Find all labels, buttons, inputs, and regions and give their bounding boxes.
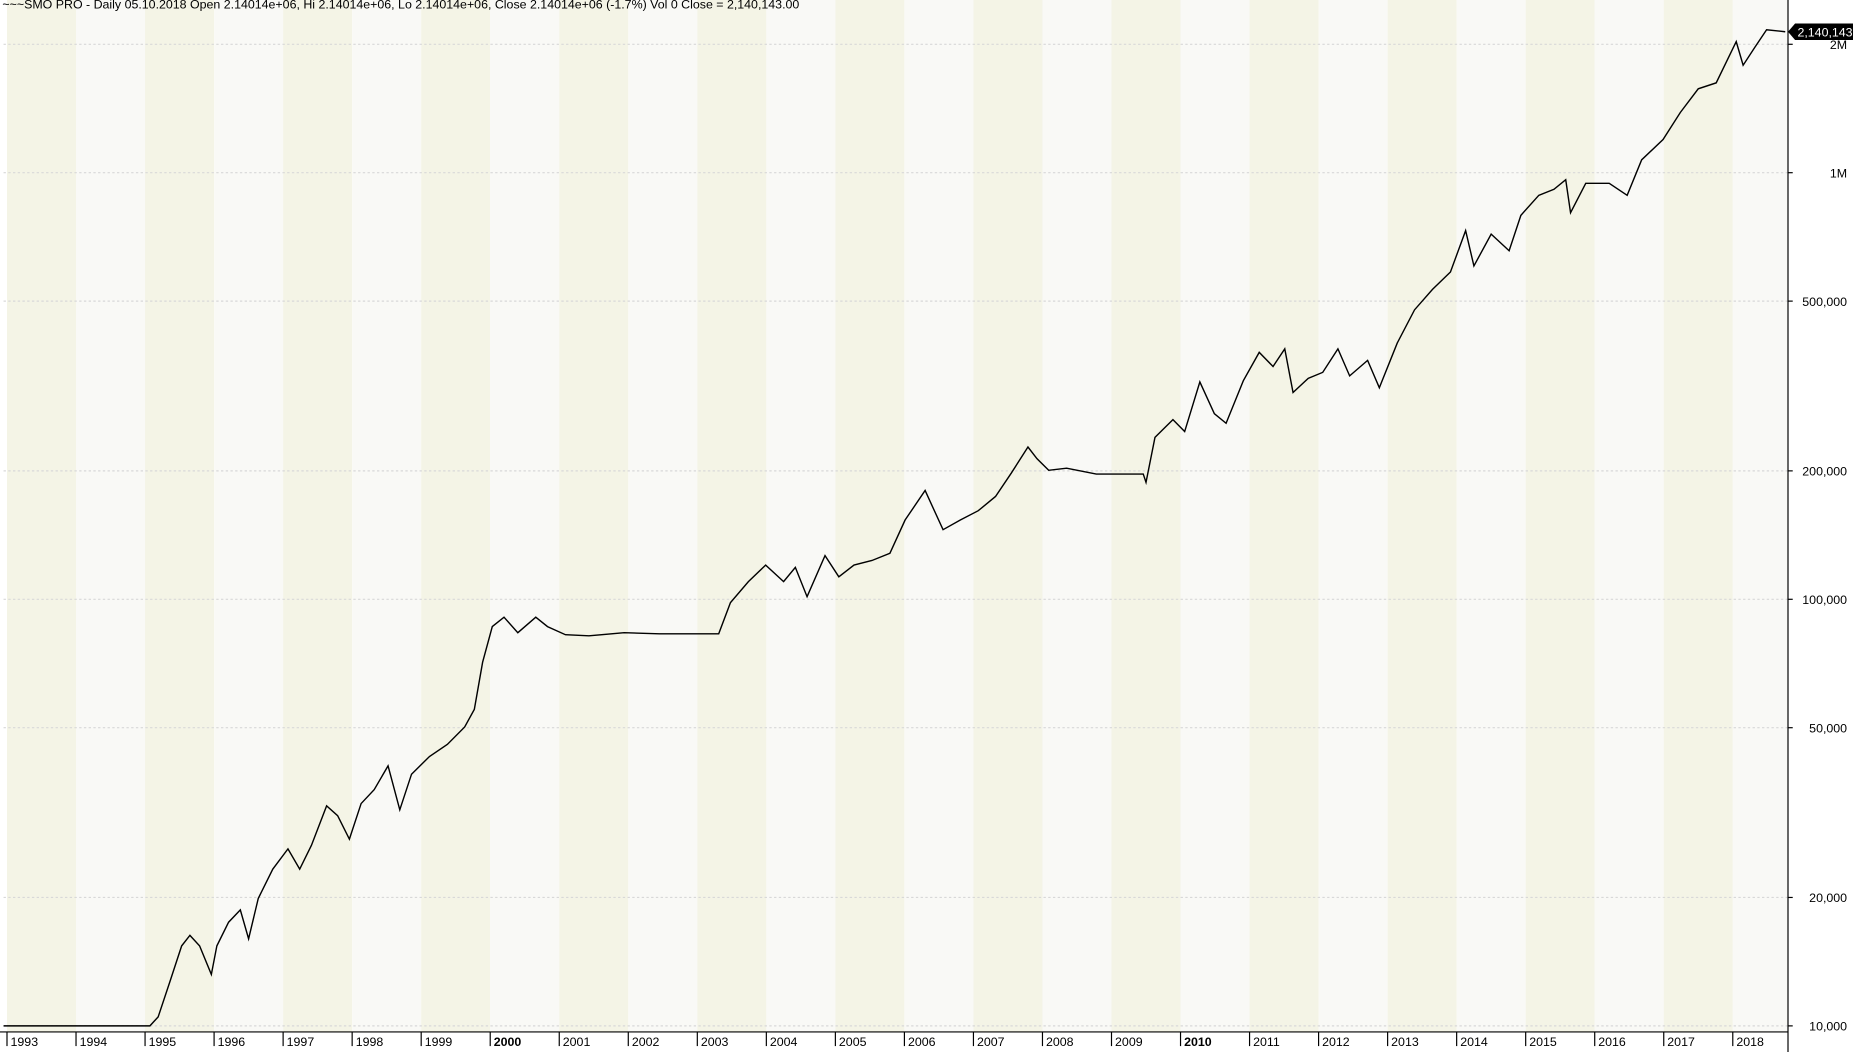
year-band	[1042, 0, 1112, 1032]
y-tick-label: 1M	[1830, 166, 1847, 180]
x-tick-label: 2018	[1736, 1035, 1764, 1049]
year-band	[1594, 0, 1664, 1032]
year-band	[145, 0, 215, 1032]
x-tick-label: 2004	[770, 1035, 798, 1049]
year-band	[1525, 0, 1595, 1032]
year-band	[1249, 0, 1319, 1032]
x-tick-label: 2010	[1184, 1035, 1212, 1049]
x-tick-label: 2015	[1529, 1035, 1557, 1049]
year-band	[6, 0, 77, 1032]
year-band	[628, 0, 698, 1032]
year-band	[1732, 0, 1789, 1032]
y-tick-label: 100,000	[1802, 593, 1847, 607]
x-tick-label: 2009	[1115, 1035, 1143, 1049]
year-band	[1663, 0, 1733, 1032]
x-tick-label: 2007	[977, 1035, 1005, 1049]
year-band	[421, 0, 491, 1032]
x-tick-label: 2014	[1460, 1035, 1488, 1049]
y-tick-label: 200,000	[1802, 465, 1847, 479]
y-tick-label: 20,000	[1809, 891, 1847, 905]
y-tick-label: 500,000	[1802, 295, 1847, 309]
year-band	[1387, 0, 1457, 1032]
year-band	[283, 0, 353, 1032]
year-band	[1318, 0, 1388, 1032]
x-tick-label: 2005	[839, 1035, 867, 1049]
x-tick-label: 2002	[632, 1035, 660, 1049]
x-tick-label: 1998	[356, 1035, 384, 1049]
y-tick-label: 10,000	[1809, 1020, 1847, 1034]
year-band	[559, 0, 629, 1032]
year-band	[904, 0, 974, 1032]
last-value-tag: 2,140,143	[1788, 23, 1853, 41]
year-band	[766, 0, 836, 1032]
last-value-box	[1788, 23, 1853, 41]
x-tick-label: 2017	[1667, 1035, 1695, 1049]
x-tick-label: 2008	[1046, 1035, 1074, 1049]
y-tick-label: 50,000	[1809, 721, 1847, 735]
last-value-label: 2,140,143	[1797, 25, 1852, 39]
x-tick-label: 1999	[425, 1035, 453, 1049]
plot	[3, 29, 1786, 1027]
year-band	[835, 0, 905, 1032]
x-tick-label: 2011	[1253, 1035, 1280, 1049]
x-tick-label: 1993	[11, 1035, 39, 1049]
x-tick-label: 1994	[80, 1035, 108, 1049]
year-bands	[6, 0, 1789, 1032]
x-tick-label: 1995	[149, 1035, 177, 1049]
x-tick-label: 1997	[287, 1035, 315, 1049]
year-band	[214, 0, 284, 1032]
x-tick-label: 2000	[494, 1035, 522, 1049]
year-band	[697, 0, 767, 1032]
year-band	[973, 0, 1043, 1032]
x-tick-label: 1996	[218, 1035, 246, 1049]
x-tick-label: 2001	[563, 1035, 591, 1049]
x-tick-label: 2012	[1322, 1035, 1350, 1049]
year-band	[76, 0, 146, 1032]
y-tick-label: 2M	[1830, 38, 1847, 52]
year-band	[352, 0, 422, 1032]
year-band	[1456, 0, 1526, 1032]
x-tick-label: 2006	[908, 1035, 936, 1049]
price-line	[3, 29, 1786, 1027]
x-tick-label: 2016	[1598, 1035, 1626, 1049]
x-tick-label: 2003	[701, 1035, 729, 1049]
year-band	[1180, 0, 1250, 1032]
year-band	[490, 0, 560, 1032]
x-tick-label: 2013	[1391, 1035, 1419, 1049]
chart-title: ~~~SMO PRO - Daily 05.10.2018 Open 2.140…	[2, 0, 799, 11]
year-band	[1111, 0, 1181, 1032]
